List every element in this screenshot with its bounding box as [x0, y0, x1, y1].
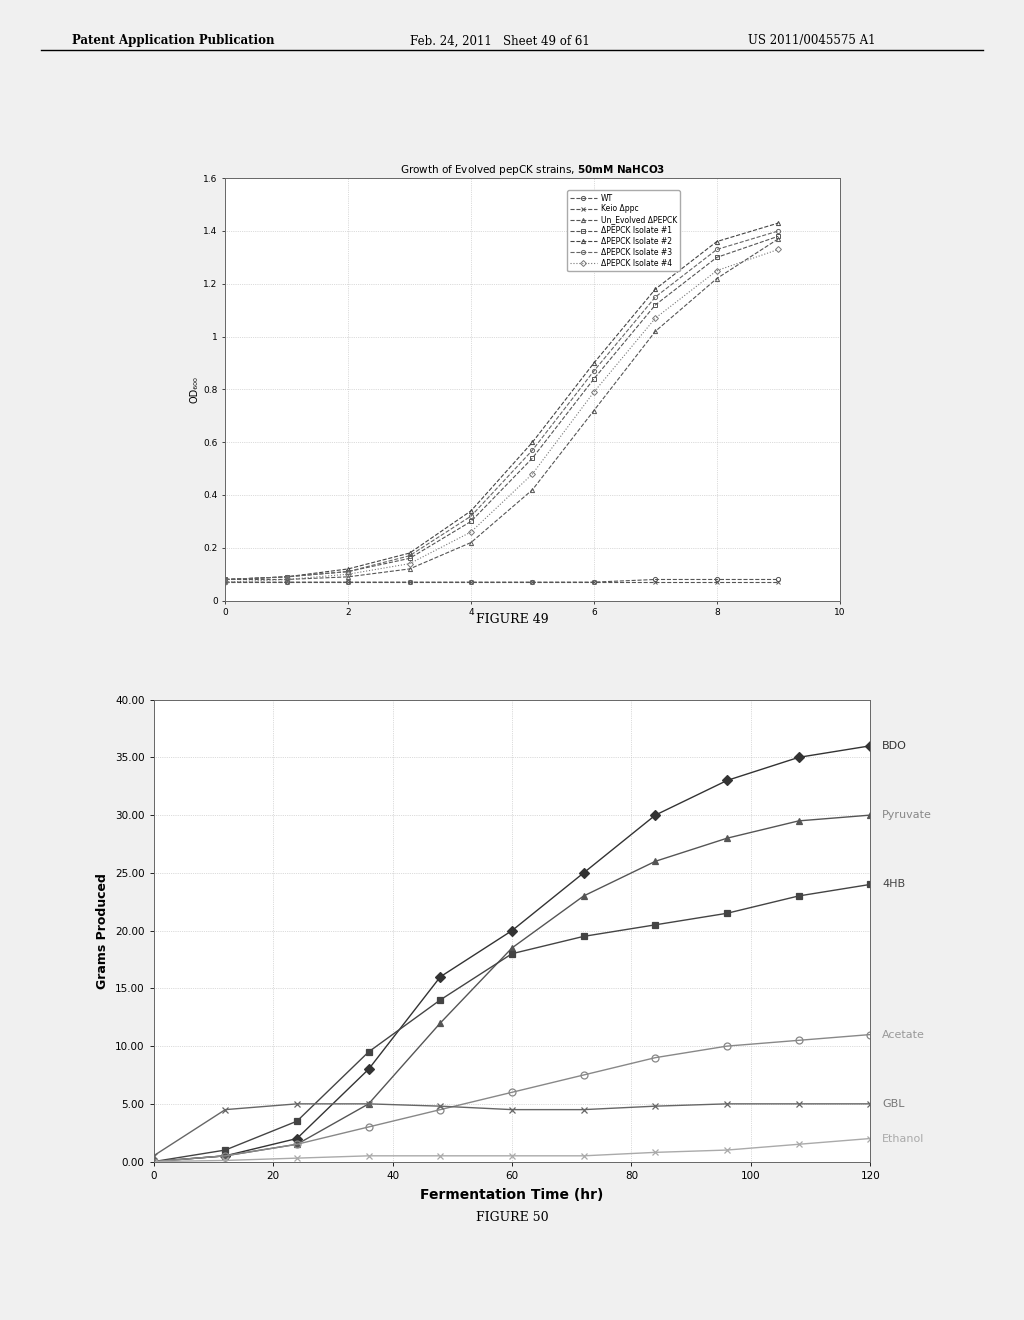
Y-axis label: OD₆₀₀: OD₆₀₀: [189, 376, 199, 403]
Text: Acetate: Acetate: [883, 1030, 926, 1040]
Text: Patent Application Publication: Patent Application Publication: [72, 34, 274, 48]
Text: FIGURE 49: FIGURE 49: [476, 612, 548, 626]
Text: Feb. 24, 2011   Sheet 49 of 61: Feb. 24, 2011 Sheet 49 of 61: [410, 34, 590, 48]
Text: GBL: GBL: [883, 1098, 905, 1109]
Text: US 2011/0045575 A1: US 2011/0045575 A1: [748, 34, 876, 48]
Legend: WT, Keio Δppc, Un_Evolved ΔPEPCK, ΔPEPCK Isolate #1, ΔPEPCK Isolate #2, ΔPEPCK I: WT, Keio Δppc, Un_Evolved ΔPEPCK, ΔPEPCK…: [567, 190, 680, 271]
Text: FIGURE 50: FIGURE 50: [476, 1210, 548, 1224]
X-axis label: Fermentation Time (hr): Fermentation Time (hr): [420, 1188, 604, 1201]
Text: BDO: BDO: [883, 741, 907, 751]
Text: Ethanol: Ethanol: [883, 1134, 925, 1143]
Y-axis label: Grams Produced: Grams Produced: [96, 873, 110, 989]
Title: Growth of Evolved pepCK strains, $\mathbf{50mM\ NaHCO3}$: Growth of Evolved pepCK strains, $\mathb…: [399, 162, 666, 177]
Text: 4HB: 4HB: [883, 879, 905, 890]
Text: Pyruvate: Pyruvate: [883, 810, 932, 820]
